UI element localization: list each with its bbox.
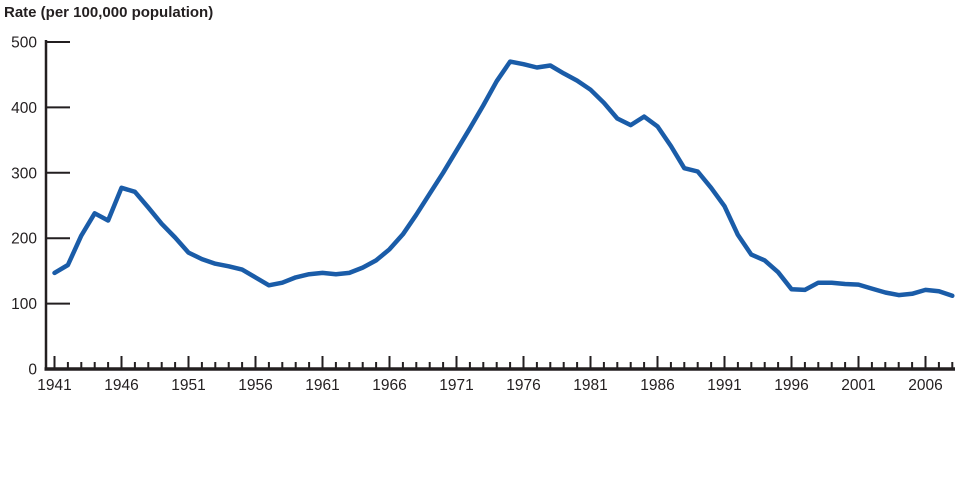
x-tick-label: 1981 bbox=[573, 377, 607, 394]
y-tick-label: 100 bbox=[11, 296, 37, 313]
x-tick-label: 1966 bbox=[372, 377, 406, 394]
y-tick-label: 400 bbox=[11, 100, 37, 117]
x-tick-label: 1996 bbox=[774, 377, 808, 394]
x-tick-label: 1951 bbox=[171, 377, 205, 394]
x-tick-label: 1986 bbox=[640, 377, 674, 394]
x-tick-label: 2006 bbox=[908, 377, 942, 394]
x-tick-label: 1961 bbox=[305, 377, 339, 394]
x-tick-label: 1941 bbox=[37, 377, 71, 394]
y-tick-label: 200 bbox=[11, 231, 37, 248]
chart-title: Rate (per 100,000 population) bbox=[4, 4, 214, 21]
y-tick-label: 300 bbox=[11, 165, 37, 182]
x-tick-label: 1976 bbox=[506, 377, 540, 394]
y-tick-label: 0 bbox=[28, 362, 37, 379]
y-tick-label: 500 bbox=[11, 35, 37, 52]
x-tick-label: 1946 bbox=[104, 377, 138, 394]
rate-line bbox=[52, 59, 955, 299]
x-tick-label: 1991 bbox=[707, 377, 741, 394]
x-tick-label: 1956 bbox=[238, 377, 272, 394]
x-tick-label: 1971 bbox=[439, 377, 473, 394]
x-tick-label: 2001 bbox=[841, 377, 875, 394]
